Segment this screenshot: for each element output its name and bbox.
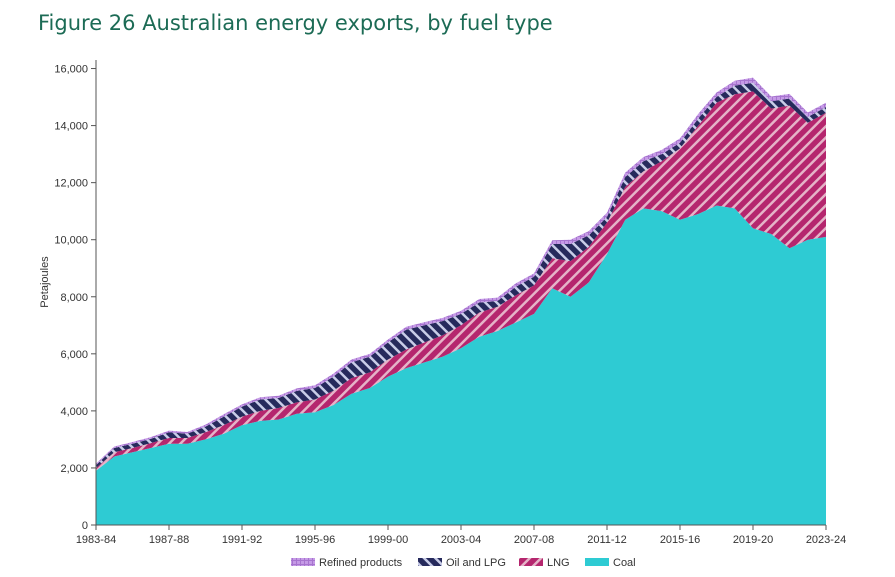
legend-swatch-coal xyxy=(585,558,609,566)
legend-label: Refined products xyxy=(319,557,403,569)
y-tick-label: 2,000 xyxy=(60,463,88,475)
legend-label: Coal xyxy=(613,557,636,569)
area-series-lng xyxy=(96,91,826,471)
x-tick-label: 1983-84 xyxy=(76,534,116,546)
area-series-coal xyxy=(96,205,826,525)
figure-title: Figure 26 Australian energy exports, by … xyxy=(38,11,553,35)
x-tick-label: 2015-16 xyxy=(660,534,700,546)
x-tick-label: 2003-04 xyxy=(441,534,481,546)
legend-label: LNG xyxy=(547,557,570,569)
y-tick-label: 12,000 xyxy=(54,178,88,190)
x-tick-label: 2007-08 xyxy=(514,534,554,546)
legend-swatch-refined-products xyxy=(291,558,315,566)
y-tick-label: 0 xyxy=(82,520,88,532)
y-tick-label: 10,000 xyxy=(54,235,88,247)
legend-swatch-oil-and-lpg xyxy=(418,558,442,566)
x-tick-label: 2023-24 xyxy=(806,534,846,546)
y-tick-label: 8,000 xyxy=(60,292,88,304)
y-tick-label: 4,000 xyxy=(60,406,88,418)
y-tick-label: 16,000 xyxy=(54,64,88,76)
x-tick-label: 2011-12 xyxy=(587,534,627,546)
legend-label: Oil and LPG xyxy=(446,557,506,569)
y-tick-label: 6,000 xyxy=(60,349,88,361)
y-tick-label: 14,000 xyxy=(54,121,88,133)
x-tick-label: 1999-00 xyxy=(368,534,408,546)
y-axis-label: Petajoules xyxy=(39,256,51,308)
x-tick-label: 2019-20 xyxy=(733,534,773,546)
x-tick-label: 1991-92 xyxy=(222,534,262,546)
legend-swatch-lng xyxy=(519,558,543,566)
x-tick-label: 1987-88 xyxy=(149,534,189,546)
x-tick-label: 1995-96 xyxy=(295,534,335,546)
